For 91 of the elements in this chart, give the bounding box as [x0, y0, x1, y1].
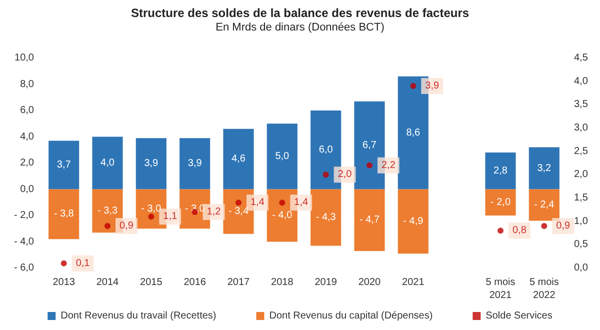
- y-tick-label: 4,0: [20, 131, 34, 142]
- y-tick-label: 2,0: [20, 158, 34, 168]
- y2-tick-label: 3,0: [574, 122, 588, 134]
- x-tick-label: 2021: [402, 277, 425, 288]
- bar: [528, 147, 560, 190]
- y-tick-label: 10,0: [14, 52, 34, 64]
- x-tick-label: 2013: [52, 277, 76, 288]
- point: [236, 200, 242, 206]
- y2-tick-label: 1,0: [574, 216, 588, 227]
- point: [366, 162, 372, 168]
- data-label: 8,6: [406, 127, 421, 138]
- x-tick-label: 2019: [314, 277, 338, 288]
- data-label: 2,8: [494, 165, 508, 176]
- bar: [310, 189, 342, 246]
- bar: [485, 189, 516, 216]
- data-label: 3,9: [425, 80, 440, 92]
- data-label: 6,0: [318, 144, 334, 156]
- y2-tick-label: 2,5: [574, 146, 588, 157]
- data-label: 1,4: [294, 197, 309, 208]
- bar: [354, 189, 385, 251]
- bar: [136, 138, 166, 190]
- point: [148, 214, 154, 220]
- chart-title: Structure des soldes de la balance des revenus de facteurs: [130, 6, 470, 20]
- x-tick-label: 5 mois 2022: [529, 277, 559, 301]
- data-label: 5,0: [275, 150, 290, 162]
- data-label: 2,2: [382, 160, 396, 171]
- y2-tick-label: 3,5: [574, 99, 588, 110]
- point: [541, 223, 548, 229]
- point: [322, 172, 329, 178]
- data-label: 0,9: [556, 220, 571, 232]
- bar: [92, 136, 123, 190]
- bar: [223, 128, 254, 190]
- data-label: 3,9: [144, 158, 159, 170]
- data-label: - 4,3: [316, 212, 336, 223]
- y2-tick-label: 1,5: [574, 192, 588, 204]
- y2-tick-label: 2,0: [574, 169, 588, 180]
- y-tick-label: - 2,0: [14, 210, 34, 221]
- data-label: 4,0: [100, 158, 115, 168]
- bar: [485, 152, 516, 190]
- bar: [48, 189, 80, 240]
- data-label: 3,7: [56, 159, 72, 170]
- point: [104, 223, 110, 229]
- data-label: - 4,7: [359, 214, 380, 226]
- x-tick-label: 2016: [184, 277, 206, 288]
- data-label: 2,0: [338, 169, 352, 180]
- y2-tick-label: 0,0: [574, 262, 588, 274]
- data-label: 3,2: [537, 162, 552, 174]
- data-label: - 2,4: [534, 200, 555, 210]
- data-label: 6,7: [362, 140, 377, 151]
- x-tick-label: 2018: [271, 277, 294, 288]
- data-label: 1,2: [206, 206, 222, 218]
- legend-label: Solde Services: [486, 310, 552, 322]
- data-label: - 3,3: [97, 205, 118, 216]
- data-label: - 3,8: [54, 208, 74, 220]
- x-tick-label: 2017: [227, 277, 250, 288]
- legend-label: Dont Revenus du travail (Recettes): [60, 310, 216, 322]
- y2-tick-label: 0,5: [574, 239, 588, 250]
- data-label: - 3,4: [228, 206, 249, 218]
- data-label: 3,9: [188, 158, 202, 170]
- bar: [266, 124, 298, 190]
- data-label: 0,1: [76, 258, 90, 269]
- data-label: 1,1: [163, 211, 178, 222]
- y2-tick-label: 4,0: [574, 76, 588, 87]
- x-tick-label: 5 mois 2021: [486, 277, 516, 301]
- bar: [48, 140, 80, 190]
- chart-subtitle: En Mrds de dinars (Données BCT): [216, 22, 384, 34]
- y-tick-label: - 4,0: [14, 236, 34, 248]
- data-label: - 4,9: [403, 216, 424, 227]
- y-tick-label: - 6,0: [14, 262, 34, 274]
- y2-tick-label: 4,5: [574, 52, 588, 64]
- x-tick-label: 2015: [140, 277, 163, 288]
- point: [498, 228, 504, 234]
- data-label: 4,6: [232, 154, 246, 165]
- data-label: - 4,0: [272, 210, 293, 221]
- data-label: 1,4: [250, 197, 265, 208]
- point: [60, 260, 67, 266]
- y-tick-label: 6,0: [20, 105, 34, 116]
- data-label: 0,9: [120, 220, 134, 232]
- point: [410, 83, 416, 89]
- legend-label: Dont Revenus du capital (Dépenses): [269, 310, 433, 322]
- bar: [180, 138, 210, 190]
- data-label: - 2,0: [490, 196, 511, 208]
- x-tick-label: 2014: [96, 277, 120, 288]
- data-label: 0,8: [512, 225, 527, 236]
- x-tick-label: 2020: [358, 277, 382, 288]
- y-tick-label: 0,0: [20, 184, 34, 195]
- data-label: - 3,0: [141, 203, 162, 214]
- bar: [398, 189, 428, 254]
- bar: [528, 189, 560, 221]
- point: [279, 200, 286, 206]
- y-tick-label: 8,0: [20, 78, 34, 90]
